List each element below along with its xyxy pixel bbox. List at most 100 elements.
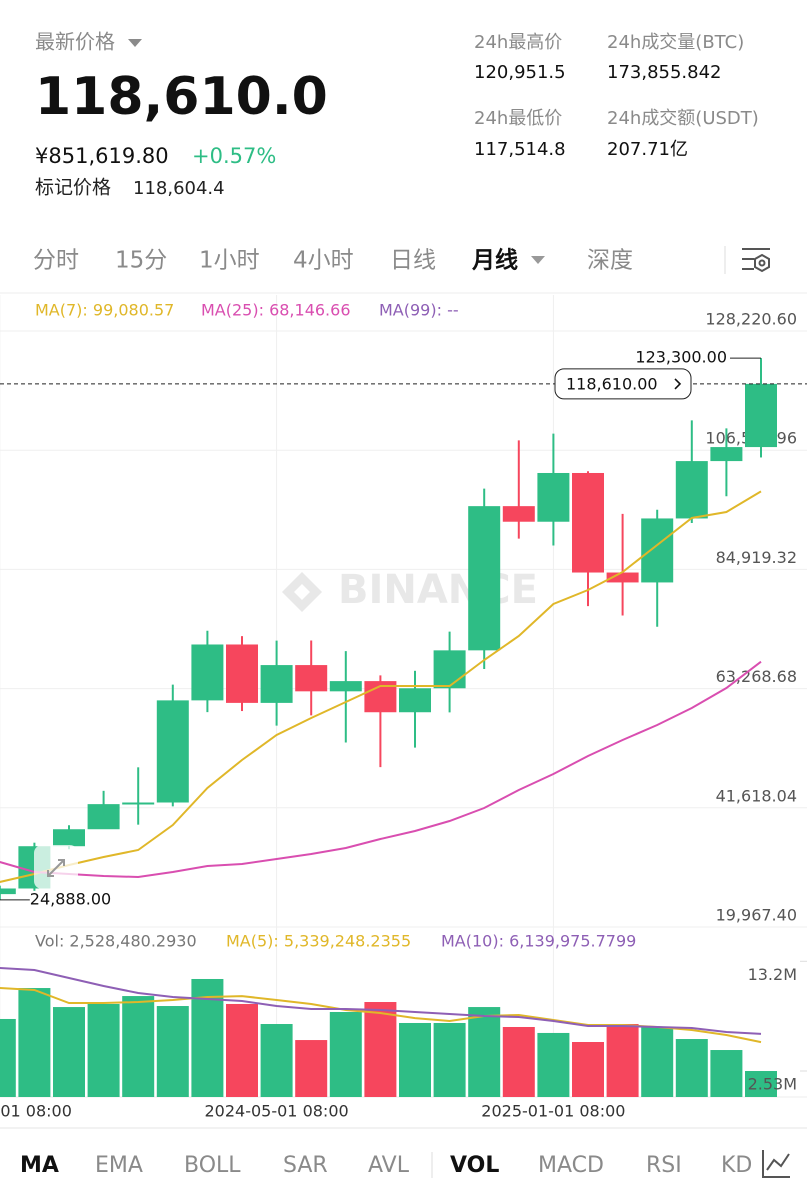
stat-label: 24h成交量(BTC) — [607, 32, 744, 53]
cny-price: ¥851,619.80 — [35, 144, 169, 168]
legend-entry: MA(5): 5,339,248.2355 — [226, 932, 411, 951]
candle-body — [641, 518, 674, 583]
stat-label: 24h成交额(USDT) — [607, 108, 759, 129]
candle-body — [122, 802, 155, 805]
tab[interactable]: 深度 — [587, 248, 633, 274]
marker-label: 24,888.00 — [30, 889, 111, 908]
volume-bar — [53, 1007, 85, 1097]
volume-bar — [226, 1003, 258, 1097]
volume-bar — [399, 1022, 431, 1097]
y-tick-label: 128,220.60 — [705, 309, 797, 328]
last-price-box[interactable] — [554, 368, 692, 400]
last-price: 118,610.0 — [35, 67, 328, 127]
volume-bar — [156, 1006, 189, 1097]
candle-body — [191, 644, 224, 701]
candle-body — [572, 472, 604, 573]
settings-icon[interactable] — [742, 248, 770, 273]
volume-bar — [329, 1011, 362, 1097]
legend-entry: MA(10): 6,139,975.7799 — [441, 932, 636, 951]
indicator-tab[interactable]: SAR — [283, 1153, 328, 1178]
y-tick-label: 19,967.40 — [716, 906, 797, 925]
stat-label: 24h最低价 — [474, 108, 562, 129]
volume-bar — [295, 1040, 328, 1097]
candle-body — [156, 700, 189, 803]
candle-body — [226, 644, 258, 703]
candle-body — [0, 888, 16, 895]
volume-bar — [641, 1026, 674, 1097]
stat-value: 117,514.8 — [474, 139, 566, 160]
candle-body — [329, 681, 362, 692]
watermark — [282, 572, 322, 612]
volume-bar — [710, 1050, 743, 1097]
volume-bar — [433, 1022, 466, 1097]
watermark-text: BINANCE — [338, 567, 538, 613]
candle-body — [295, 665, 328, 692]
volume-bar — [87, 1003, 120, 1097]
stat-value: 173,855.842 — [607, 62, 722, 83]
tab[interactable]: 月线 — [471, 247, 518, 274]
y-tick-label: 2.53M — [748, 1075, 797, 1094]
legend-entry: Vol: 2,528,480.2930 — [35, 932, 197, 951]
dropdown-arrow[interactable] — [531, 256, 545, 264]
indicator-tab[interactable]: EMA — [95, 1153, 143, 1178]
indicator-tab[interactable]: KD — [721, 1153, 752, 1178]
indicator-tab[interactable]: VOL — [450, 1153, 499, 1178]
candle-body — [260, 665, 293, 703]
volume-bar — [537, 1032, 570, 1097]
x-tick-label: 2025-01-01 08:00 — [481, 1102, 625, 1121]
legend-entry: MA(7): 99,080.57 — [35, 301, 174, 320]
candle-body — [710, 447, 743, 462]
y-tick-label: 84,919.32 — [716, 548, 797, 567]
change: +0.57% — [192, 144, 276, 168]
candle-body — [606, 572, 639, 583]
tab[interactable]: 日线 — [390, 248, 436, 274]
candle-body — [87, 804, 120, 830]
expand-button[interactable] — [34, 845, 78, 889]
mark-price: 118,604.4 — [133, 178, 225, 199]
volume-bar — [364, 1002, 397, 1097]
x-tick-label: 2023-09-01 08:00 — [0, 1102, 72, 1121]
indicator-tab[interactable]: MA — [20, 1153, 59, 1178]
tab[interactable]: 分时 — [33, 248, 79, 274]
indicator-tab[interactable]: MACD — [538, 1153, 604, 1178]
ma-line — [0, 967, 762, 1035]
mark-label: 标记价格 — [35, 177, 111, 199]
volume-bar — [502, 1026, 535, 1097]
volume-bar — [572, 1042, 604, 1097]
volume-bar — [0, 1018, 16, 1097]
price-label: 最新价格 — [35, 30, 115, 54]
legend-entry: MA(25): 68,146.66 — [201, 301, 351, 320]
x-tick-label: 2024-05-01 08:00 — [205, 1102, 349, 1121]
indicator-tab[interactable]: AVL — [368, 1153, 410, 1178]
candle-body — [399, 688, 431, 713]
dropdown-arrow[interactable] — [128, 39, 142, 47]
volume-bar — [122, 996, 155, 1097]
chart-tool-icon[interactable] — [762, 1150, 790, 1178]
volume-bar — [18, 988, 51, 1097]
volume-bar — [745, 1071, 777, 1097]
tab[interactable]: 4小时 — [293, 248, 354, 274]
tab[interactable]: 1小时 — [199, 248, 260, 274]
y-tick-label: 13.2M — [748, 965, 797, 984]
indicator-tab[interactable]: RSI — [646, 1153, 682, 1178]
tab[interactable]: 15分 — [115, 248, 167, 274]
candle-body — [433, 650, 466, 689]
stat-label: 24h最高价 — [474, 32, 562, 53]
candle-body — [675, 461, 708, 519]
volume-bar — [675, 1039, 708, 1097]
chevron — [674, 378, 682, 390]
y-tick-label: 63,268.68 — [716, 667, 797, 686]
ma-line — [0, 490, 762, 883]
volume-bar — [606, 1024, 639, 1097]
volume-bar — [468, 1007, 501, 1097]
stat-value: 120,951.5 — [474, 62, 566, 83]
indicator-tab[interactable]: BOLL — [184, 1153, 241, 1178]
candle-body — [537, 472, 570, 522]
last-price-label: 118,610.00 — [566, 374, 658, 393]
marker-label: 123,300.00 — [635, 348, 727, 367]
y-tick-label: 41,618.04 — [716, 786, 797, 805]
candle-body — [468, 506, 501, 651]
ma-line — [0, 660, 762, 879]
legend-entry: MA(99): -- — [379, 301, 459, 320]
